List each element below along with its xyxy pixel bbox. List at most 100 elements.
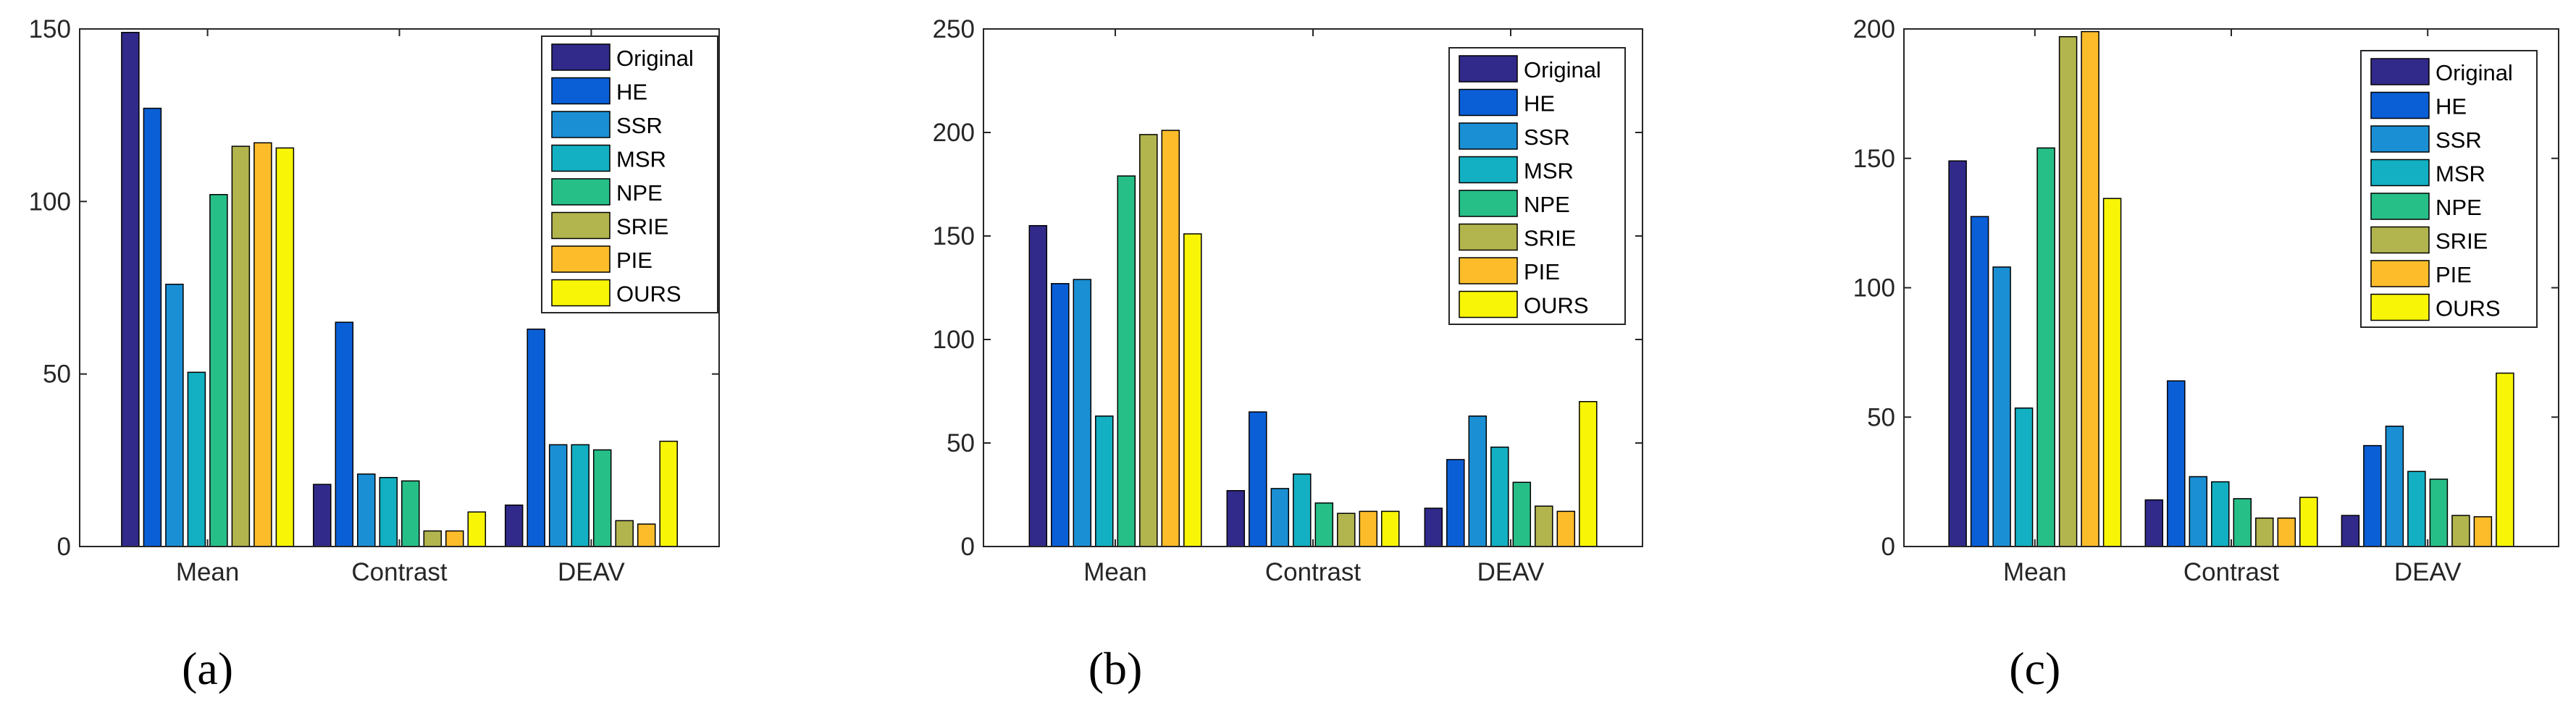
- legend-label-srie: SRIE: [616, 214, 668, 240]
- legend-label-he: HE: [1524, 91, 1555, 117]
- bar-ours-contrast: [2299, 497, 2318, 547]
- y-tick-label: 0: [961, 533, 975, 561]
- bar-msr-mean: [2014, 407, 2034, 547]
- legend-label-original: Original: [2436, 60, 2513, 85]
- bar-pie-mean: [2081, 30, 2099, 547]
- bar-msr-mean: [1095, 415, 1114, 547]
- y-tick-label: 150: [1853, 145, 1895, 173]
- legend-label-npe: NPE: [2436, 195, 2482, 220]
- x-tick-label-deav: DEAV: [558, 558, 625, 586]
- bar-ours-contrast: [1381, 510, 1400, 547]
- bar-ssr-deav: [548, 444, 568, 547]
- legend-swatch-ours: [2370, 293, 2430, 321]
- y-tick-label: 100: [933, 326, 975, 354]
- bar-he-mean: [1970, 216, 1989, 547]
- bar-srie-mean: [1139, 134, 1158, 547]
- legend-swatch-ours: [1459, 290, 1518, 318]
- legend-swatch-pie: [551, 245, 611, 273]
- legend: Original HE SSR MSR NPE SRIE PIE OURS: [2360, 50, 2538, 328]
- legend-swatch-ours: [551, 279, 611, 307]
- legend-swatch-ssr: [2370, 125, 2430, 153]
- legend-label-ours: OURS: [1524, 293, 1589, 318]
- bar-msr-contrast: [379, 476, 398, 547]
- legend-label-original: Original: [616, 46, 694, 71]
- legend-swatch-original: [551, 43, 611, 71]
- bar-original-contrast: [2144, 499, 2164, 547]
- bar-he-contrast: [2167, 380, 2186, 547]
- legend-label-he: HE: [616, 80, 647, 105]
- legend-swatch-ssr: [1459, 122, 1518, 150]
- bar-ssr-mean: [1992, 266, 2011, 547]
- bar-pie-deav: [1556, 510, 1576, 547]
- legend-swatch-npe: [551, 178, 611, 206]
- bar-npe-deav: [2429, 478, 2449, 547]
- panel-label: (c): [2009, 643, 2060, 694]
- bar-he-mean: [143, 107, 162, 547]
- legend-label-ours: OURS: [616, 282, 681, 307]
- bar-srie-mean: [2058, 35, 2078, 547]
- bar-original-deav: [504, 505, 524, 547]
- bar-original-mean: [1028, 224, 1048, 547]
- legend-label-msr: MSR: [2436, 161, 2485, 187]
- legend-swatch-msr: [2370, 159, 2430, 187]
- bar-pie-deav: [2473, 516, 2493, 547]
- bar-ours-mean: [1183, 233, 1202, 547]
- bar-ssr-deav: [1468, 415, 1488, 547]
- bar-he-deav: [526, 328, 545, 547]
- bar-ours-contrast: [467, 511, 487, 547]
- legend-swatch-npe: [1459, 190, 1518, 217]
- legend-label-original: Original: [1524, 57, 1601, 83]
- bar-ssr-contrast: [357, 473, 376, 547]
- x-tick-label-contrast: Contrast: [351, 558, 448, 586]
- y-tick-label: 50: [947, 429, 975, 457]
- y-tick-label: 100: [1853, 274, 1895, 303]
- legend-label-srie: SRIE: [2436, 229, 2488, 254]
- bar-ssr-mean: [165, 283, 184, 547]
- legend-swatch-ssr: [551, 111, 611, 138]
- legend-swatch-srie: [2370, 226, 2430, 254]
- x-tick-label-contrast: Contrast: [1265, 558, 1362, 586]
- legend-swatch-original: [2370, 58, 2430, 85]
- y-tick-label: 150: [29, 15, 71, 43]
- bar-npe-mean: [209, 194, 228, 547]
- legend-label-msr: MSR: [616, 147, 666, 172]
- bar-original-contrast: [1226, 490, 1246, 547]
- bar-original-mean: [121, 32, 140, 547]
- panel-label: (b): [1088, 643, 1143, 694]
- bar-srie-contrast: [2255, 517, 2274, 547]
- bar-he-mean: [1051, 283, 1070, 547]
- chart-panel-3: 0 50 100 150 200 Mean Contrast DEAV Original HE SS…: [1853, 15, 2559, 694]
- bar-srie-deav: [615, 520, 634, 547]
- x-tick-label-mean: Mean: [2003, 558, 2067, 586]
- legend-label-he: HE: [2436, 94, 2467, 119]
- legend-swatch-msr: [1459, 156, 1518, 184]
- bar-msr-mean: [187, 371, 206, 547]
- bar-npe-contrast: [1314, 502, 1334, 547]
- panel-label: (a): [182, 643, 233, 694]
- legend-swatch-he: [1459, 88, 1518, 117]
- x-tick-label-contrast: Contrast: [2183, 558, 2280, 586]
- bar-ssr-deav: [2385, 426, 2404, 547]
- bar-npe-deav: [592, 449, 612, 547]
- bar-srie-deav: [2451, 515, 2470, 547]
- legend-label-ours: OURS: [2436, 296, 2501, 321]
- x-tick-label-mean: Mean: [176, 558, 240, 586]
- bar-he-contrast: [335, 321, 354, 547]
- legend-swatch-srie: [1459, 223, 1518, 251]
- legend-label-pie: PIE: [616, 248, 653, 273]
- bar-msr-contrast: [2211, 481, 2230, 547]
- y-tick-label: 50: [43, 360, 71, 389]
- y-tick-label: 0: [1881, 533, 1895, 561]
- bar-pie-contrast: [445, 530, 464, 547]
- legend-label-ssr: SSR: [616, 113, 663, 138]
- legend-label-ssr: SSR: [1524, 125, 1570, 150]
- legend-label-pie: PIE: [2436, 262, 2472, 287]
- bar-srie-deav: [1535, 505, 1553, 547]
- legend-swatch-original: [1459, 55, 1518, 83]
- legend-swatch-npe: [2370, 193, 2430, 220]
- bar-ssr-contrast: [1270, 488, 1290, 547]
- bar-npe-contrast: [401, 480, 420, 547]
- bar-ours-deav: [1579, 401, 1598, 547]
- chart-panel-2: 0 50 100 150 200 250 Mean Contrast DEAV Original H…: [933, 15, 1643, 694]
